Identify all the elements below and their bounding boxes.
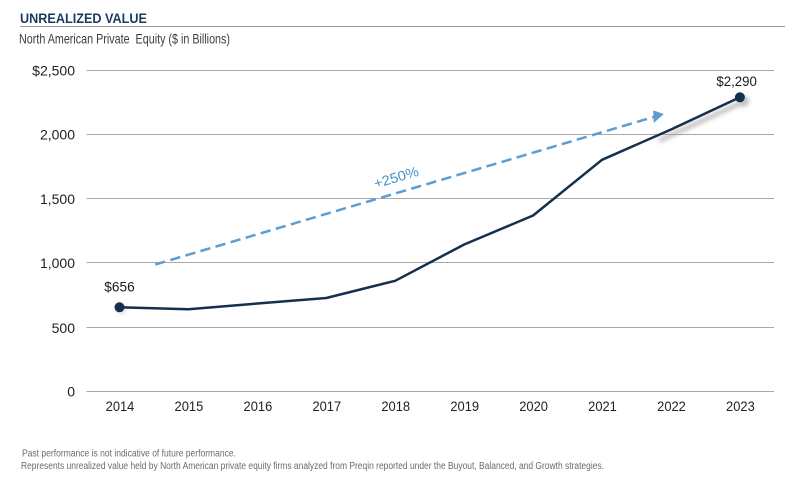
svg-text:North American Private Equity: North American Private Equity ($ in Bill… [19,31,230,47]
svg-text:$2,500: $2,500 [32,63,75,79]
svg-text:1,000: 1,000 [40,255,75,271]
svg-text:$656: $656 [104,279,135,295]
svg-text:2021: 2021 [588,398,617,414]
svg-text:Represents unrealized value he: Represents unrealized value held by Nort… [21,461,604,472]
svg-text:2014: 2014 [106,398,135,414]
svg-text:2017: 2017 [312,398,341,414]
svg-text:1,500: 1,500 [40,191,75,207]
svg-text:Past performance is not indica: Past performance is not indicative of fu… [22,449,236,460]
svg-text:500: 500 [52,320,76,336]
svg-text:0: 0 [67,384,75,400]
svg-text:2015: 2015 [175,398,204,414]
svg-text:2020: 2020 [519,398,548,414]
svg-text:$2,290: $2,290 [716,73,757,89]
svg-text:2016: 2016 [244,398,273,414]
svg-text:2018: 2018 [381,398,410,414]
svg-text:2023: 2023 [726,398,755,414]
svg-text:2,000: 2,000 [40,127,75,143]
svg-text:2022: 2022 [657,398,686,414]
svg-text:2019: 2019 [450,398,479,414]
svg-text:UNREALIZED VALUE: UNREALIZED VALUE [20,11,147,26]
